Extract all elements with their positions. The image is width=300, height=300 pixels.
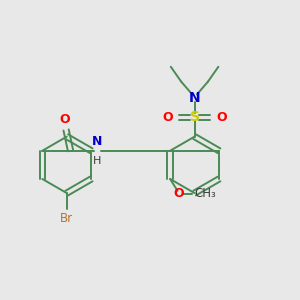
Text: O: O xyxy=(162,111,173,124)
Text: O: O xyxy=(59,113,70,126)
Text: Br: Br xyxy=(60,212,73,225)
Text: CH₃: CH₃ xyxy=(194,187,216,200)
Text: O: O xyxy=(174,187,184,200)
Text: N: N xyxy=(189,91,200,105)
Text: O: O xyxy=(216,111,227,124)
Text: N: N xyxy=(92,135,103,148)
Text: H: H xyxy=(93,156,102,166)
Text: S: S xyxy=(190,110,200,124)
